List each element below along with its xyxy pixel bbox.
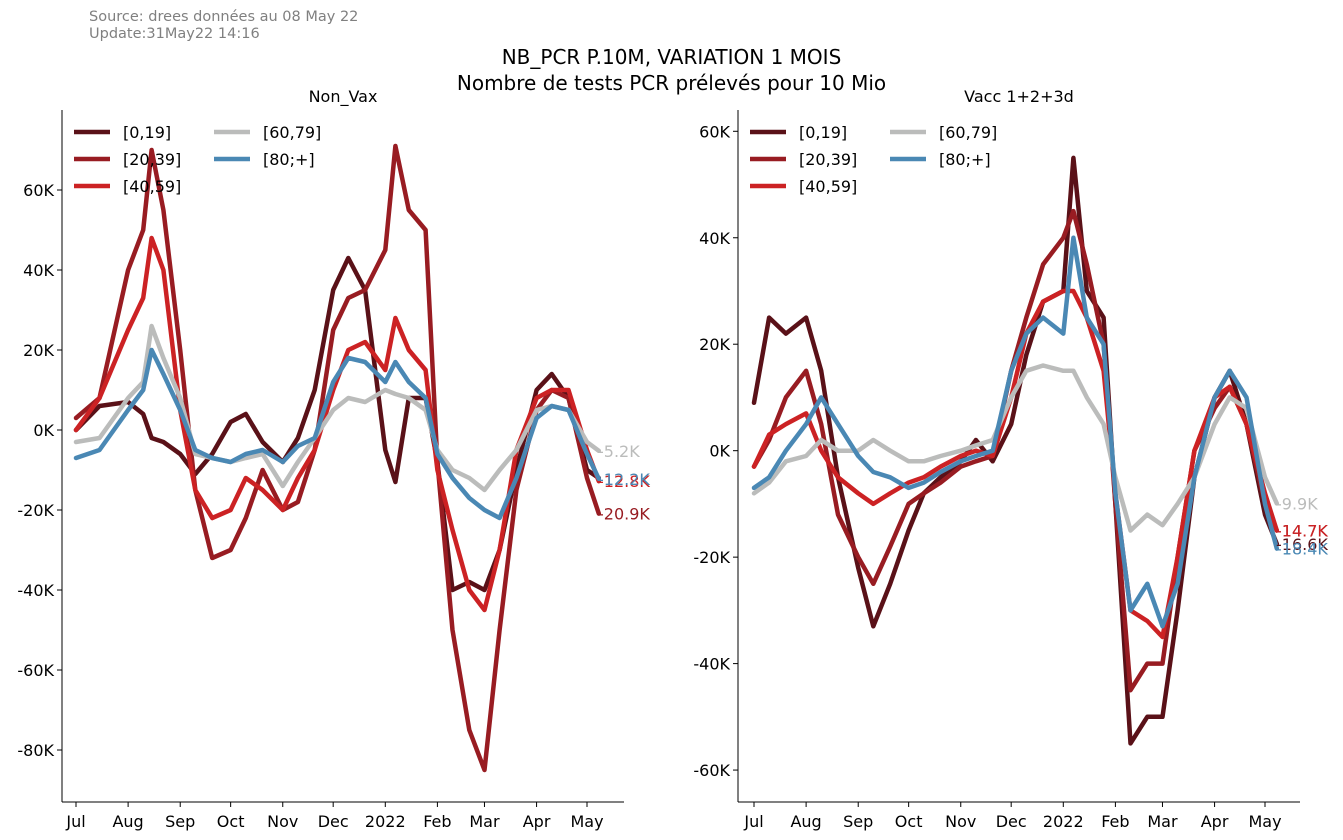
x-tick-label: Feb — [423, 812, 451, 831]
legend-label: [40,59] — [799, 177, 857, 196]
legend-label: [60,79] — [939, 123, 997, 142]
y-tick-label: 40K — [699, 229, 730, 248]
y-tick-label: -40K — [693, 655, 730, 674]
x-tick-label: Mar — [469, 812, 500, 831]
legend: [0,19] [20,39] [40,59] [60,79] [80;+] — [74, 123, 321, 196]
y-tick-label: 20K — [699, 335, 730, 354]
legend-label: [80;+] — [939, 150, 991, 169]
x-tick-label: Feb — [1101, 812, 1129, 831]
legend-item: [80;+] — [214, 150, 315, 169]
x-tick-label: Dec — [996, 812, 1027, 831]
chart-panel-1: Non_Vax 60K 40K 20K 0K -20K -40K -60K -80K Jul Aug… — [17, 87, 650, 831]
series-line--60-79- — [73, 323, 602, 493]
series-end-label: -12.2K — [598, 470, 650, 489]
x-tick-label: Aug — [112, 812, 143, 831]
x-tick-label: Sep — [843, 812, 873, 831]
x-tick-label: Oct — [895, 812, 923, 831]
y-tick-label: -20K — [17, 501, 54, 520]
x-tick-label: Apr — [523, 812, 551, 831]
y-tick-label: -60K — [17, 661, 54, 680]
legend-item: [40,59] — [750, 177, 857, 196]
legend-label: [0,19] — [799, 123, 847, 142]
y-tick-label: 60K — [699, 122, 730, 141]
x-tick-label: Apr — [1201, 812, 1229, 831]
update-text: Update:31May22 14:16 — [89, 26, 260, 42]
y-tick-label: 0K — [33, 421, 54, 440]
legend: [0,19] [20,39] [40,59] [60,79] [80;+] — [750, 123, 997, 196]
legend-item: [20,39] — [74, 150, 181, 169]
y-tick-label: -20K — [693, 548, 730, 567]
legend-item: [20,39] — [750, 150, 857, 169]
y-tick-label: 20K — [23, 341, 54, 360]
legend-item: [80;+] — [890, 150, 991, 169]
series-end-label: -16.6K — [1276, 535, 1328, 554]
source-note: Source: drees données au 08 May 22 Updat… — [89, 9, 358, 43]
figure-title: NB_PCR P.10M, VARIATION 1 MOIS Nombre de… — [0, 44, 1343, 96]
chart-panel-2: Vacc 1+2+3d 60K 40K 20K 0K -20K -40K -60K Jul Aug… — [693, 87, 1328, 831]
series-end-label: -18.4K — [1276, 540, 1328, 559]
panel-title: Vacc 1+2+3d — [964, 87, 1074, 106]
legend-label: [20,39] — [799, 150, 857, 169]
series-end-label: -5.2K — [598, 442, 640, 461]
legend-label: [40,59] — [123, 177, 181, 196]
series-end-label: -12.8K — [598, 472, 650, 491]
legend-item: [60,79] — [214, 123, 321, 142]
series-line--60-79- — [751, 363, 1280, 533]
y-tick-label: 0K — [709, 442, 730, 461]
y-tick-label: 60K — [23, 181, 54, 200]
x-tick-label: Nov — [267, 812, 298, 831]
legend-item: [40,59] — [74, 177, 181, 196]
y-tick-label: -40K — [17, 581, 54, 600]
series-line--40-59- — [73, 235, 602, 613]
x-tick-label: Nov — [945, 812, 976, 831]
legend-label: [60,79] — [263, 123, 321, 142]
x-tick-label: Jul — [65, 812, 85, 831]
x-tick-label: Mar — [1147, 812, 1178, 831]
legend-label: [0,19] — [123, 123, 171, 142]
legend-item: [0,19] — [74, 123, 171, 142]
x-tick-label: Sep — [165, 812, 195, 831]
series-line--80-+- — [751, 235, 1280, 629]
y-tick-label: -60K — [693, 761, 730, 780]
x-tick-label: Dec — [318, 812, 349, 831]
legend-label: [80;+] — [263, 150, 315, 169]
y-tick-label: -80K — [17, 741, 54, 760]
series-end-label: -20.9K — [598, 505, 650, 524]
panel-title: Non_Vax — [309, 87, 378, 107]
x-tick-label: Oct — [217, 812, 245, 831]
x-tick-label: 2022 — [365, 812, 406, 831]
x-tick-label: Jul — [743, 812, 763, 831]
legend-label: [20,39] — [123, 150, 181, 169]
source-text: Source: drees données au 08 May 22 — [89, 9, 359, 25]
series-line--0-19- — [73, 255, 602, 593]
figure-title-line1: NB_PCR P.10M, VARIATION 1 MOIS — [501, 45, 842, 69]
figure-title-line2: Nombre de tests PCR prélevés pour 10 Mio — [456, 71, 887, 95]
y-tick-label: 40K — [23, 261, 54, 280]
legend-item: [0,19] — [750, 123, 847, 142]
series-line--20-39- — [73, 143, 602, 773]
x-tick-label: May — [570, 812, 603, 831]
x-tick-label: May — [1248, 812, 1281, 831]
series-end-label: -9.9K — [1276, 494, 1318, 513]
x-tick-label: 2022 — [1043, 812, 1084, 831]
legend-item: [60,79] — [890, 123, 997, 142]
series-end-label: -14.7K — [1276, 522, 1328, 541]
series-line--0-19- — [751, 155, 1280, 746]
series-end-label: -14.7K — [1276, 522, 1328, 541]
x-tick-label: Aug — [790, 812, 821, 831]
series-line--80-+- — [73, 347, 602, 521]
